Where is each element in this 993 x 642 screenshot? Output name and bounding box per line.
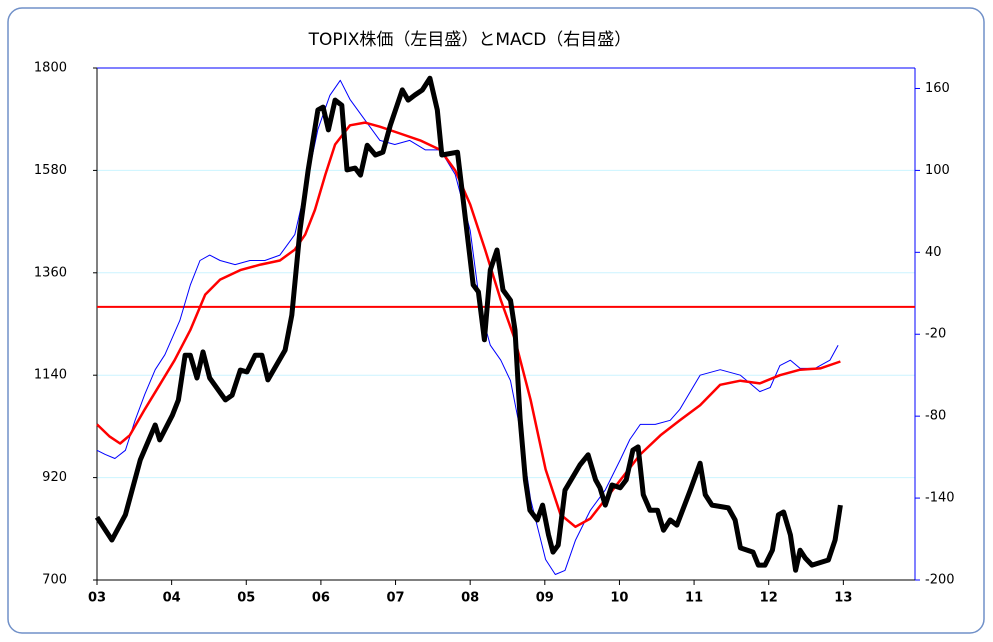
x-tick-label: 04 [163,591,181,606]
y-tick-label: 700 [42,573,67,588]
chart-frame [7,7,985,634]
y-tick-label: 1580 [34,163,67,178]
y-tick-label: 920 [42,470,67,485]
y-tick-label: 1800 [34,61,67,76]
y2-tick-label: -200 [925,573,955,588]
y2-tick-label: -80 [925,409,946,424]
y2-tick-label: -140 [925,491,955,506]
x-tick-label: 06 [312,591,330,606]
x-tick-label: 03 [88,591,106,606]
y2-tick-label: -20 [925,327,946,342]
y-tick-label: 1140 [34,368,67,383]
x-tick-label: 08 [461,591,479,606]
x-tick-label: 09 [536,591,554,606]
chart-title: TOPIX株価（左目盛）とMACD（右目盛） [308,30,632,50]
series-line [94,75,843,573]
y2-tick-label: 40 [925,245,942,260]
x-tick-label: 07 [386,591,404,606]
x-tick-label: 11 [685,591,703,606]
x-tick-label: 13 [834,591,852,606]
x-tick-label: 10 [610,591,628,606]
x-tick-label: 12 [760,591,778,606]
y2-tick-label: 100 [925,163,950,178]
x-tick-label: 05 [237,591,255,606]
y2-tick-label: 160 [925,81,950,96]
y-tick-label: 1360 [34,265,67,280]
